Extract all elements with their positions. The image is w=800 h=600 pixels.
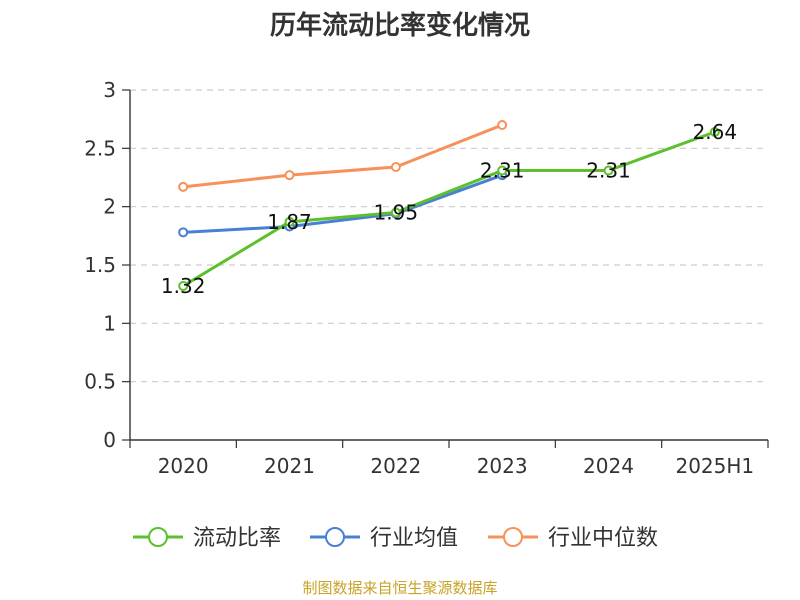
x-tick-label: 2021 <box>264 454 315 478</box>
grid-lines <box>130 89 768 383</box>
source-note: 制图数据来自恒生聚源数据库 <box>302 579 497 597</box>
legend-label-0: 流动比率 <box>193 526 281 551</box>
data-label: 1.87 <box>267 210 312 234</box>
series-line-1 <box>183 173 503 234</box>
y-tick-label: 2.5 <box>84 136 116 160</box>
y-tick-label: 0.5 <box>84 370 116 394</box>
x-tick-label: 2022 <box>370 454 421 478</box>
data-label: 1.32 <box>161 274 206 298</box>
data-point <box>178 227 189 238</box>
tick-labels: 0 0.5 1 1.5 2 2.5 3 2020 2021 2022 2023 2024 2025H1 <box>84 78 754 478</box>
legend-marker-1 <box>325 527 345 547</box>
legend-label-1: 行业均值 <box>370 526 458 551</box>
series-line-0 <box>182 130 716 288</box>
legend-marker-2 <box>503 527 523 547</box>
legend-label-2: 行业中位数 <box>548 526 658 551</box>
y-tick-label: 3 <box>103 78 116 102</box>
legend: 流动比率 行业均值 行业中位数 <box>133 526 658 551</box>
data-point <box>284 170 295 181</box>
y-tick-label: 2 <box>103 195 116 219</box>
series-line-2 <box>183 123 503 189</box>
data-point <box>709 127 720 137</box>
data-point <box>390 207 401 218</box>
x-tick-label: 2024 <box>583 454 634 478</box>
y-tick-label: 1 <box>103 311 116 335</box>
y-tick-label: 1.5 <box>84 253 116 277</box>
data-point <box>284 216 295 227</box>
x-tick-label: 2023 <box>477 454 528 478</box>
y-tick-label: 0 <box>103 428 116 452</box>
data-label: 2.31 <box>480 159 525 183</box>
data-point <box>390 162 401 172</box>
data-label: 2.31 <box>586 159 631 183</box>
series-lines <box>178 120 720 291</box>
data-point <box>497 165 508 176</box>
data-labels: 1.32 1.87 1.95 2.31 2.31 2.64 <box>161 120 737 298</box>
x-tick-label: 2025H1 <box>675 454 754 478</box>
data-point <box>497 120 508 130</box>
x-tick-label: 2020 <box>158 454 209 478</box>
legend-marker-0 <box>148 527 168 547</box>
data-point <box>178 281 189 291</box>
data-point <box>178 181 189 192</box>
chart-title: 历年流动比率变化情况 <box>270 10 530 41</box>
data-point <box>603 165 614 176</box>
data-label: 2.64 <box>693 120 738 144</box>
axes <box>122 89 769 448</box>
data-label: 1.95 <box>374 201 419 225</box>
